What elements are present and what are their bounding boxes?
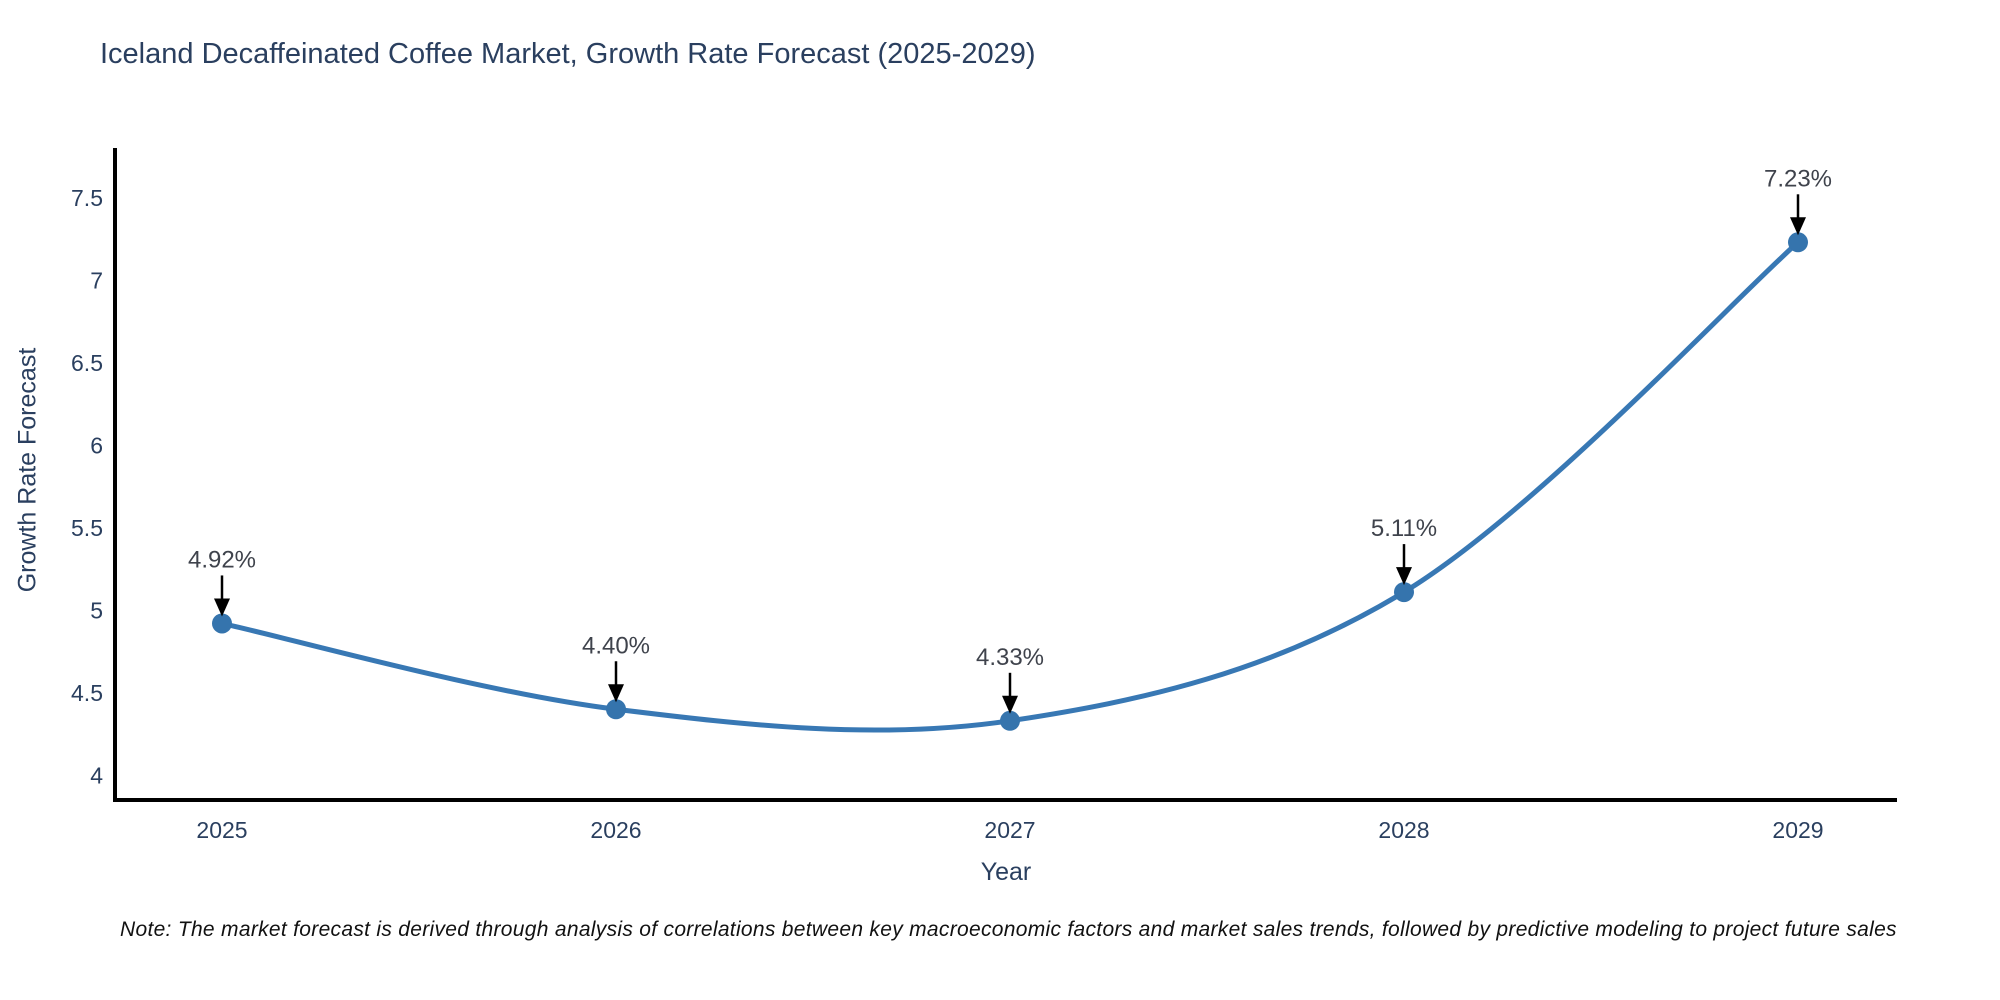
data-point-marker: [212, 613, 232, 634]
annotation-label: 5.11%: [1371, 515, 1437, 542]
annotation-arrowhead: [1002, 695, 1018, 714]
annotation-label: 4.33%: [976, 644, 1044, 671]
annotation-arrowhead: [1396, 567, 1412, 586]
data-point-marker: [1000, 710, 1020, 731]
annotation-label: 7.23%: [1764, 165, 1832, 192]
y-tick-label: 5: [90, 597, 103, 623]
annotation-label: 4.40%: [582, 632, 650, 659]
y-tick-label: 7: [90, 267, 103, 293]
annotation-label: 4.92%: [188, 546, 256, 573]
annotation-arrowhead: [608, 684, 624, 703]
y-axis-title: Growth Rate Forecast: [13, 347, 42, 593]
y-tick-label: 6: [90, 432, 103, 458]
x-axis-title: Year: [980, 858, 1032, 886]
x-tick-label: 2025: [196, 817, 247, 843]
y-tick-label: 7.5: [71, 185, 103, 211]
y-tick-label: 6.5: [71, 350, 103, 376]
x-tick-label: 2029: [1772, 817, 1823, 843]
x-tick-label: 2028: [1378, 817, 1429, 843]
y-tick-label: 4.5: [71, 680, 103, 706]
x-tick-label: 2027: [984, 817, 1035, 843]
data-point-marker: [606, 699, 626, 720]
data-point-marker: [1394, 582, 1414, 603]
annotation-arrowhead: [214, 598, 230, 617]
forecast-line: [219, 239, 1801, 733]
x-tick-label: 2026: [590, 817, 641, 843]
footnote: Note: The market forecast is derived thr…: [120, 918, 1897, 941]
annotation-arrowhead: [1790, 217, 1806, 236]
chart-title: Iceland Decaffeinated Coffee Market, Gro…: [100, 38, 1036, 70]
data-point-marker: [1788, 232, 1808, 253]
y-tick-label: 5.5: [71, 515, 103, 541]
y-tick-label: 4: [90, 762, 103, 788]
